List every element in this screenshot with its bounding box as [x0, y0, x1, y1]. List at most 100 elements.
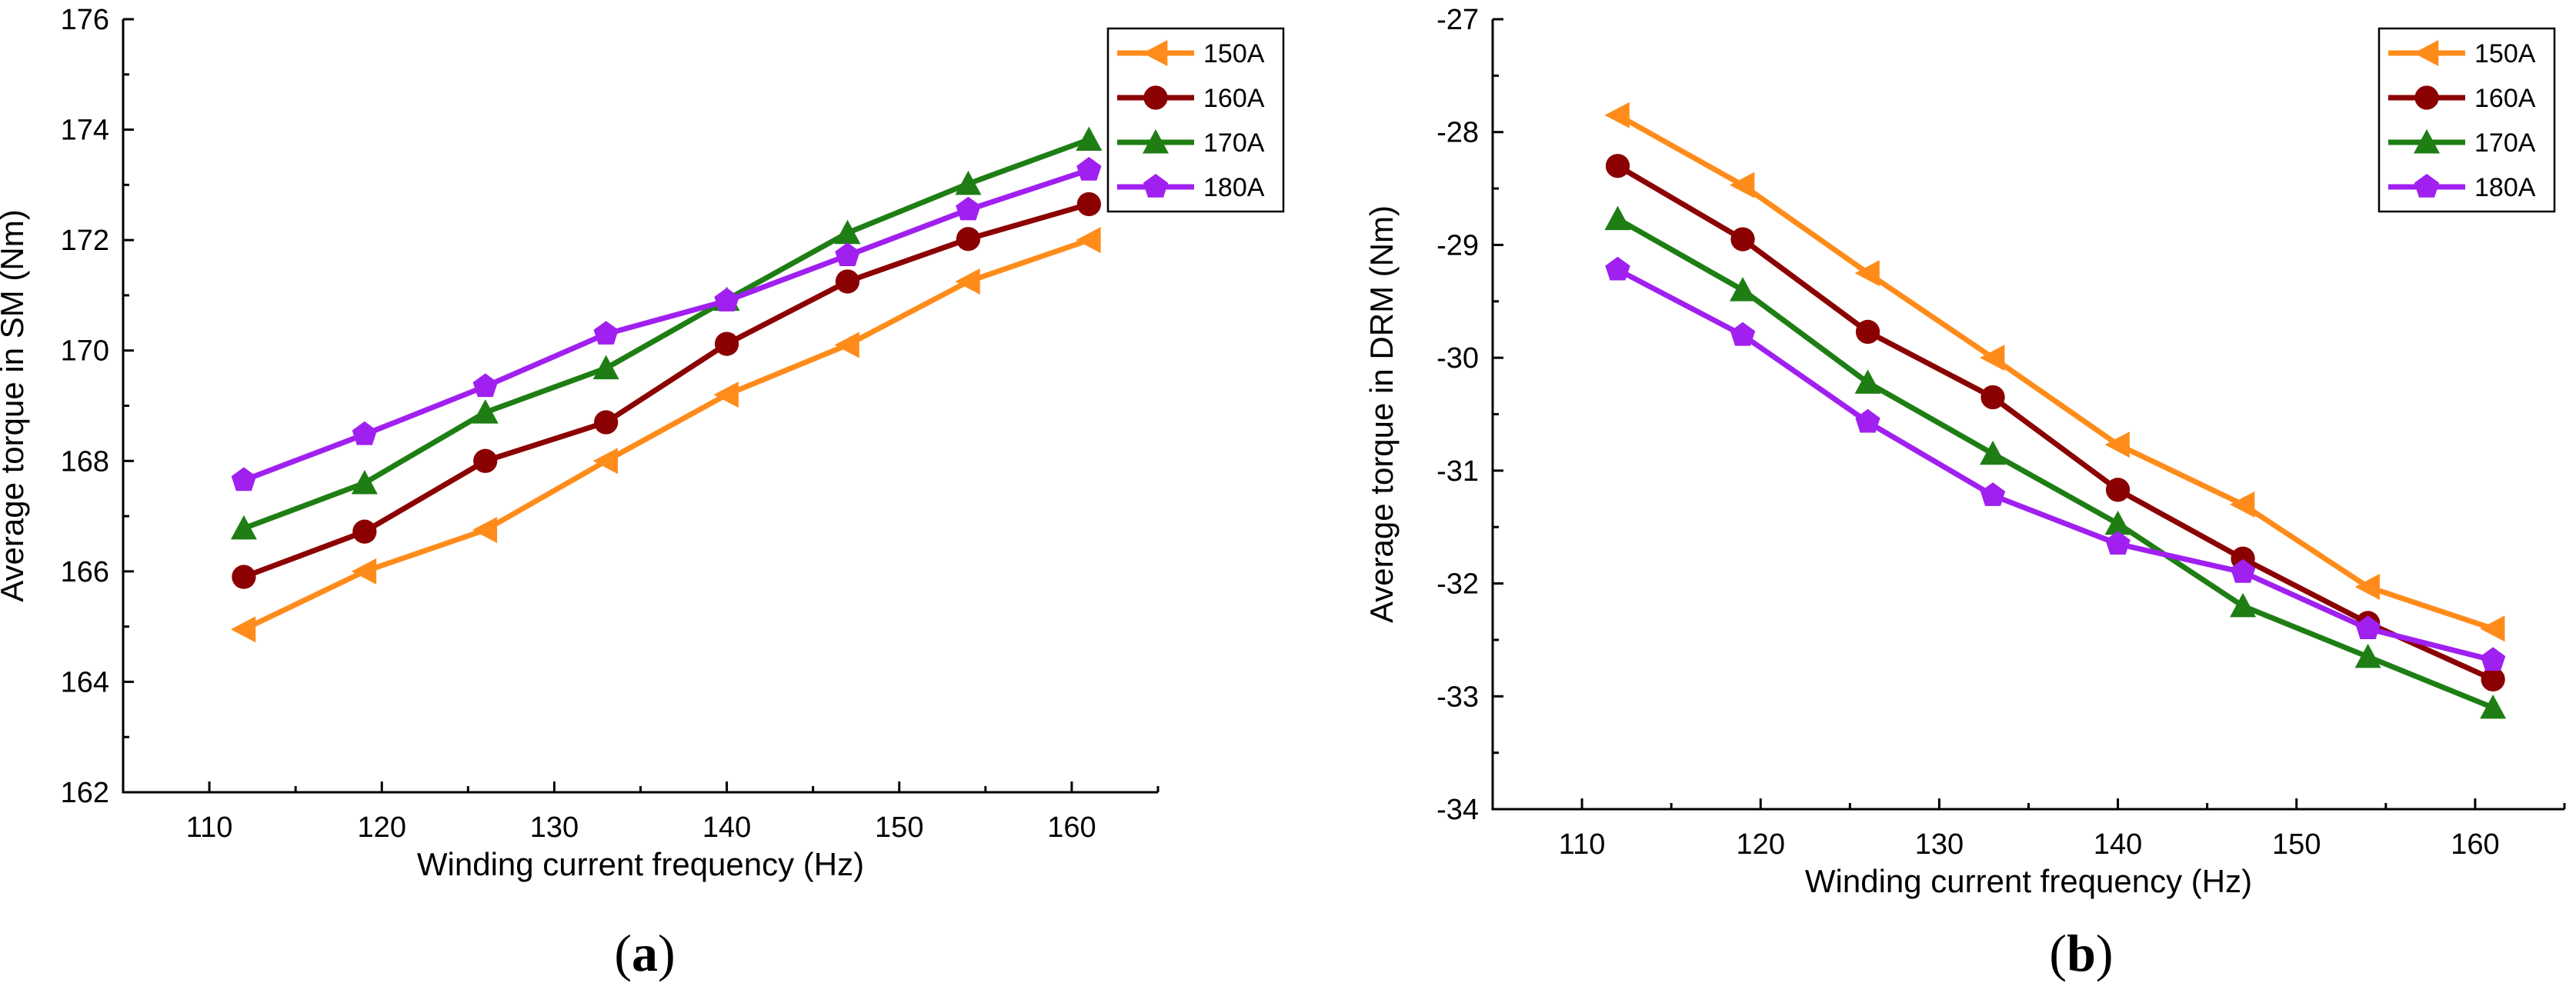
x-axis-label: Winding current frequency (Hz)	[1805, 863, 2252, 899]
data-point	[2230, 592, 2257, 618]
y-tick-label: 176	[61, 4, 109, 36]
data-point	[714, 288, 739, 312]
legend-marker	[2414, 129, 2440, 154]
data-point	[1980, 345, 2005, 372]
x-tick-label: 160	[2451, 828, 2499, 861]
y-tick-label: 164	[61, 666, 109, 698]
legend-label: 150A	[1203, 39, 1265, 68]
data-point	[1076, 192, 1101, 217]
series-170A	[230, 126, 1103, 540]
data-point	[594, 410, 619, 435]
legend-label: 170A	[1203, 128, 1265, 158]
y-tick-label: 168	[61, 445, 109, 478]
data-point	[593, 321, 619, 345]
data-point	[2355, 615, 2381, 639]
data-point	[956, 227, 981, 252]
panel-label: (b)	[2049, 924, 2113, 982]
x-tick-label: 140	[2094, 828, 2142, 861]
y-tick-label: -31	[1436, 455, 1479, 488]
data-point	[2104, 510, 2131, 535]
data-point	[2481, 667, 2505, 691]
legend-label: 180A	[2474, 173, 2536, 202]
data-point	[1980, 385, 2005, 410]
data-point	[1605, 256, 1630, 281]
data-point	[1730, 322, 1756, 346]
legend-entry: 170A	[1117, 128, 1265, 158]
legend-entry: 150A	[1117, 39, 1265, 68]
x-tick-label: 110	[186, 811, 233, 844]
data-point	[1604, 205, 1631, 231]
y-tick-label: -34	[1436, 794, 1479, 826]
data-point	[473, 448, 498, 473]
legend-entry: 180A	[2388, 173, 2536, 202]
data-point	[835, 242, 860, 266]
data-point	[834, 219, 861, 245]
data-point	[472, 517, 498, 544]
series-line	[242, 237, 1090, 632]
data-point	[2230, 491, 2255, 518]
legend-entry: 180A	[1117, 173, 1265, 202]
data-point	[1076, 157, 1102, 181]
data-point	[1076, 126, 1103, 151]
data-point	[2480, 694, 2507, 719]
legend-marker	[2414, 174, 2440, 198]
x-axis-label: Winding current frequency (Hz)	[417, 846, 864, 882]
data-point	[351, 558, 377, 585]
series-line	[1616, 216, 2494, 711]
data-point	[2480, 615, 2505, 642]
y-tick-label: 174	[61, 115, 109, 147]
legend-marker	[1143, 129, 1169, 154]
data-point	[1855, 319, 1880, 345]
data-point	[2104, 432, 2130, 458]
y-tick-label: -28	[1436, 117, 1479, 149]
data-point	[592, 448, 618, 475]
series-line	[1616, 112, 2494, 631]
legend: 150A 160A 170A 180A	[1106, 27, 1285, 213]
axis-frame	[122, 19, 1158, 794]
y-tick-label: -27	[1436, 4, 1479, 36]
data-point	[2230, 558, 2256, 583]
chart-panel-a: 110 120 130 140 150 160 162 164 166 168 170 172 174 1…	[0, 4, 1285, 982]
legend-box	[1106, 27, 1285, 213]
data-point	[955, 170, 982, 195]
legend-entry: 170A	[2388, 128, 2536, 158]
x-tick-label: 120	[358, 811, 406, 844]
data-point	[1980, 440, 2007, 465]
legend: 150A 160A 170A 180A	[2377, 27, 2556, 213]
data-point	[1730, 172, 1755, 198]
data-point	[472, 373, 498, 398]
data-point	[1854, 260, 1880, 287]
legend-marker	[1143, 85, 1168, 110]
x-tick-label: 130	[1915, 828, 1964, 861]
data-point	[1730, 227, 1755, 252]
data-point	[472, 399, 499, 424]
series-160A	[232, 192, 1101, 589]
series-180A	[1605, 256, 2506, 671]
series-180A	[231, 157, 1102, 492]
series-160A	[1605, 154, 2505, 691]
y-tick-label: 172	[61, 225, 109, 257]
data-point	[231, 467, 257, 492]
data-point	[1076, 227, 1101, 254]
legend-marker	[2414, 85, 2439, 110]
series-150A	[230, 227, 1101, 643]
data-point	[956, 196, 981, 221]
data-point	[352, 421, 377, 445]
data-point	[2105, 478, 2131, 502]
data-point	[230, 515, 257, 540]
data-point	[2105, 531, 2131, 555]
data-point	[1604, 102, 1630, 128]
legend-label: 180A	[1203, 173, 1265, 202]
series-line	[242, 137, 1090, 531]
y-tick-label: -30	[1436, 342, 1479, 375]
legend-marker	[1143, 174, 1169, 198]
y-tick-label: 162	[61, 777, 109, 809]
y-axis-label: Average torque in DRM (Nm)	[1363, 205, 1400, 623]
data-point	[1855, 408, 1880, 433]
y-tick-label: 170	[61, 335, 109, 368]
legend-entry: 160A	[1117, 84, 1265, 113]
data-point	[955, 268, 980, 295]
data-point	[713, 382, 739, 408]
data-point	[232, 565, 256, 589]
